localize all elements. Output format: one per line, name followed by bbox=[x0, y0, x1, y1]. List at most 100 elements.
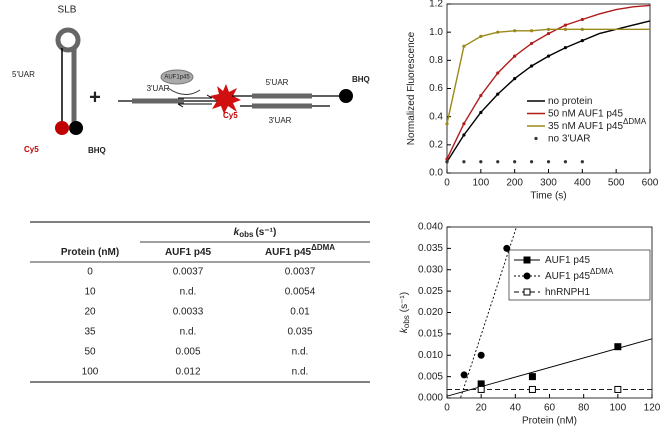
y-tick-label: 0.030 bbox=[418, 264, 443, 275]
x-tick-label: 120 bbox=[644, 403, 660, 414]
table-cell: 0 bbox=[87, 267, 93, 278]
column-header: AUF1 p45 bbox=[165, 247, 212, 258]
data-point bbox=[496, 92, 500, 96]
data-point bbox=[479, 160, 483, 164]
unit: (s⁻¹) bbox=[255, 227, 276, 238]
table-cell: 0.0054 bbox=[285, 287, 316, 298]
data-point bbox=[513, 29, 517, 33]
legend-name: no 3'UAR bbox=[548, 133, 591, 144]
data-point bbox=[546, 27, 551, 31]
legend-name: 35 nM AUF1 p45 bbox=[548, 121, 623, 132]
table-cell: n.d. bbox=[180, 287, 197, 298]
y-tick-label: 0.4 bbox=[429, 111, 443, 122]
table: kobs (s⁻¹) Protein (nM) AUF1 p45 AUF1 p45ΔD… bbox=[30, 221, 370, 383]
table-title: kobs (s⁻¹) bbox=[234, 227, 277, 239]
table-cell: 0.0033 bbox=[173, 307, 204, 318]
legend-marker bbox=[523, 272, 531, 280]
table-cell: 10 bbox=[84, 287, 96, 298]
y-label-text: Normalized Fluorescence bbox=[406, 31, 417, 145]
table-cell: 0.035 bbox=[287, 327, 312, 338]
data-point bbox=[529, 41, 534, 46]
legend-label: AUF1 p45ΔDMA bbox=[545, 267, 614, 282]
y-tick-label: 0.6 bbox=[429, 83, 443, 94]
table-cell: 100 bbox=[82, 367, 99, 378]
y-tick-label: 0.8 bbox=[429, 55, 443, 66]
data-point bbox=[580, 27, 584, 31]
x-tick-label: 200 bbox=[506, 178, 523, 189]
data-point bbox=[513, 160, 517, 164]
data-point bbox=[445, 122, 449, 126]
diagram: SLB 5'UAR Cy5 BHQ + 3'UAR AUF1p45 Cy5 5'… bbox=[12, 5, 370, 155]
data-point bbox=[614, 385, 622, 393]
data-point bbox=[528, 385, 536, 393]
label: SLB bbox=[58, 5, 77, 16]
data-point bbox=[496, 160, 500, 164]
label: AUF1p45 bbox=[164, 75, 190, 81]
legend-frame bbox=[508, 249, 651, 301]
y-axis-label: kobs (s⁻¹) bbox=[399, 292, 411, 333]
hairpin-loop bbox=[55, 27, 81, 53]
x-axis-label: Protein (nM) bbox=[522, 416, 577, 427]
fit-line bbox=[460, 227, 517, 398]
dye bbox=[210, 84, 241, 114]
plot-frame bbox=[446, 226, 653, 399]
table-cell: 20 bbox=[84, 307, 96, 318]
table-cell: 0.01 bbox=[290, 307, 310, 318]
x-tick-label: 40 bbox=[510, 403, 522, 414]
label: BHQ bbox=[352, 75, 370, 84]
x-tick-label: 80 bbox=[578, 403, 590, 414]
header-text: AUF1 p45 bbox=[165, 247, 212, 258]
table-cell: 0.012 bbox=[175, 367, 200, 378]
data-point bbox=[513, 54, 517, 58]
legend-label: no protein bbox=[548, 96, 592, 107]
superscript: ΔDMA bbox=[311, 243, 335, 252]
x-tick-label: 20 bbox=[476, 403, 488, 414]
x-tick-label: 0 bbox=[444, 403, 450, 414]
arrow bbox=[177, 103, 184, 108]
label: 5'UAR bbox=[266, 78, 289, 87]
legend-name: 50 nM AUF1 p45 bbox=[548, 108, 623, 119]
y-tick-label: 0.040 bbox=[418, 222, 443, 233]
label: Cy5 bbox=[223, 111, 238, 120]
table-cell: n.d. bbox=[180, 327, 197, 338]
data-point bbox=[563, 160, 568, 164]
y-label-text: k bbox=[399, 327, 410, 333]
x-tick-label: 100 bbox=[472, 178, 489, 189]
data-point bbox=[563, 23, 568, 27]
data-point bbox=[529, 160, 534, 164]
plot-area bbox=[447, 227, 652, 398]
legend-label: 50 nM AUF1 p45 bbox=[548, 108, 623, 119]
legend-marker bbox=[523, 256, 531, 264]
y-tick-label: 0.005 bbox=[418, 371, 443, 382]
data-point bbox=[462, 160, 466, 164]
data-point bbox=[546, 54, 551, 58]
table-cell: 0.0037 bbox=[173, 267, 204, 278]
title: k bbox=[234, 227, 240, 238]
label: 3'UAR bbox=[147, 84, 170, 93]
subscript: obs bbox=[402, 315, 411, 328]
y-tick-label: 0.020 bbox=[418, 307, 443, 318]
x-tick-label: 0 bbox=[444, 178, 450, 189]
data-point bbox=[528, 373, 536, 381]
legend-label: no 3'UAR bbox=[548, 133, 591, 144]
y-tick-label: 0.2 bbox=[429, 139, 443, 150]
legend-name: no protein bbox=[548, 96, 592, 107]
label: BHQ bbox=[88, 146, 106, 155]
data-point bbox=[513, 77, 517, 81]
data-point bbox=[479, 110, 483, 115]
data-point bbox=[496, 71, 500, 75]
y-tick-label: 0.025 bbox=[418, 286, 443, 297]
legend-marker bbox=[523, 288, 531, 296]
unit: (s⁻¹) bbox=[399, 292, 410, 312]
table-cell: 50 bbox=[84, 347, 96, 358]
y-tick-label: 0.035 bbox=[418, 243, 443, 254]
x-tick-label: 300 bbox=[540, 178, 557, 189]
data-point bbox=[477, 385, 485, 393]
legend-label: 35 nM AUF1 p45ΔDMA bbox=[548, 117, 647, 132]
table-cell: 0.0037 bbox=[285, 267, 316, 278]
legend-dot bbox=[534, 136, 538, 141]
header-text: AUF1 p45 bbox=[265, 247, 312, 258]
header-text: Protein (nM) bbox=[61, 247, 119, 258]
column-header: Protein (nM) bbox=[61, 247, 119, 258]
